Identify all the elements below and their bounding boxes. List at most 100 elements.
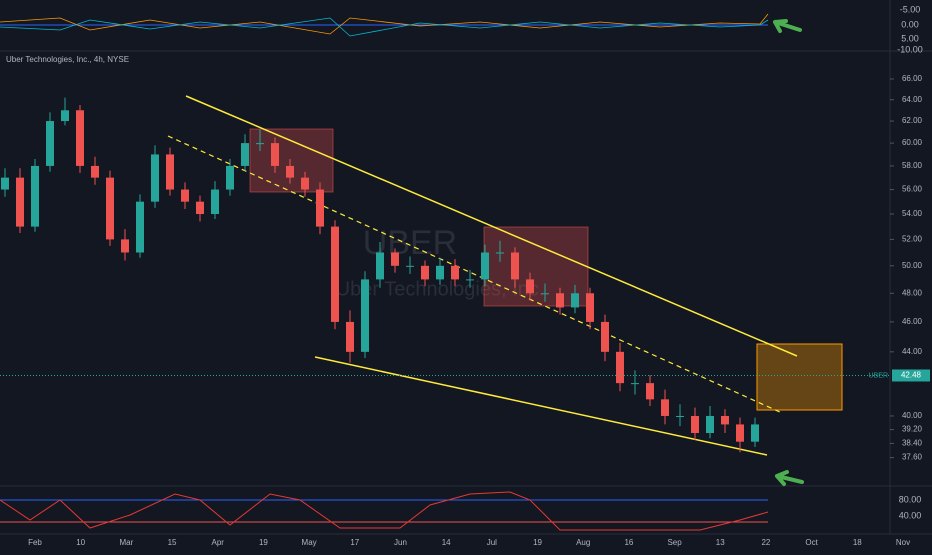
candle-body (466, 279, 474, 281)
time-axis-label: 13 (716, 538, 725, 547)
symbol-title: Uber Technologies, Inc., 4h, NYSE (6, 55, 129, 64)
trend-line (185, 95, 798, 357)
candle-body (661, 399, 669, 416)
candle-body (706, 415, 714, 434)
candle-body (226, 165, 234, 190)
candle-body (91, 165, 99, 178)
watermark-subtitle: Uber Technologies, Inc. (336, 278, 545, 300)
price-tick-label: 54.00 (902, 209, 923, 218)
time-axis-label: Jun (394, 538, 407, 547)
candle-body (481, 252, 489, 280)
candle-body (676, 415, 684, 417)
candle-body (721, 415, 729, 425)
price-tick-label: 58.00 (902, 161, 923, 170)
price-tick-label: 62.00 (902, 116, 923, 125)
time-axis-label: 15 (168, 538, 177, 547)
candle-body (526, 279, 534, 294)
candle-body (391, 252, 399, 266)
time-axis-label: 18 (853, 538, 862, 547)
candle-body (181, 189, 189, 202)
candle-body (376, 252, 384, 280)
time-axis-label: Nov (896, 538, 910, 547)
candle-body (211, 189, 219, 215)
price-tick-label: 40.00 (902, 411, 923, 420)
time-axis-label: 16 (624, 538, 633, 547)
price-tick-label: 46.00 (902, 317, 923, 326)
price-tick-label: 38.40 (902, 439, 923, 448)
candle-body (436, 265, 444, 280)
time-axis-label: 19 (259, 538, 268, 547)
time-axis-label: Oct (805, 538, 818, 547)
candle-body (421, 265, 429, 280)
candle-body (121, 239, 129, 253)
candle-body (361, 279, 369, 352)
time-axis-label: Apr (212, 538, 225, 547)
candle-body (631, 383, 639, 385)
price-tick-label: 66.00 (902, 74, 923, 83)
top-panel-tick: -5.00 (900, 4, 921, 14)
time-axis-label: 19 (533, 538, 542, 547)
candle-body (691, 415, 699, 434)
candle-body (256, 143, 264, 145)
candle-body (1, 177, 9, 190)
time-axis-label: 14 (442, 538, 451, 547)
candle-body (286, 165, 294, 178)
candle-body (31, 165, 39, 227)
time-axis-label: Jul (487, 538, 497, 547)
candle-body (316, 189, 324, 227)
oscillator-line (0, 491, 769, 531)
time-axis-label: 10 (76, 538, 85, 547)
price-tick-label: 56.00 (902, 185, 923, 194)
candle-body (346, 321, 354, 352)
time-axis-label: Sep (667, 538, 682, 547)
time-axis-label: 22 (761, 538, 770, 547)
last-price-symbol: UBER (869, 372, 888, 379)
candle-body (601, 321, 609, 352)
time-axis-label: Mar (119, 538, 133, 547)
price-tick-label: 64.00 (902, 95, 923, 104)
candle-body (331, 226, 339, 322)
target-zone (756, 343, 843, 411)
price-tick-label: 39.20 (902, 425, 923, 434)
top-panel-tick: 0.00 (901, 19, 919, 29)
candle-body (541, 293, 549, 295)
candle-body (556, 293, 564, 308)
candle-body (571, 293, 579, 308)
candle-body (106, 177, 114, 240)
trend-line (167, 135, 783, 414)
trend-line (314, 356, 768, 456)
candle-body (616, 351, 624, 384)
last-price-badge (892, 369, 930, 382)
top-panel-tick: 5.00 (901, 33, 919, 43)
candle-body (406, 265, 414, 267)
candle-body (301, 177, 309, 190)
candle-body (196, 201, 204, 215)
price-tick-label: 44.00 (902, 347, 923, 356)
candle-body (136, 201, 144, 253)
candle-body (151, 154, 159, 202)
price-tick-label: 50.00 (902, 261, 923, 270)
arrow-annotation (775, 470, 804, 486)
candle-body (586, 293, 594, 322)
time-axis-label: May (302, 538, 317, 547)
last-price-label: 42.48 (901, 371, 922, 380)
bottom-panel-tick: 40.00 (899, 510, 922, 520)
candle-body (511, 252, 519, 280)
time-axis-label: 17 (350, 538, 359, 547)
candle-body (46, 121, 54, 166)
candle-body (76, 110, 84, 166)
arrow-annotation (773, 19, 802, 33)
candle-body (271, 143, 279, 166)
candle-body (751, 424, 759, 442)
top-panel-tick: -10.00 (897, 44, 923, 54)
candle-body (16, 177, 24, 227)
price-tick-label: 52.00 (902, 235, 923, 244)
candle-body (61, 110, 69, 122)
candle-body (241, 143, 249, 166)
bottom-panel-tick: 80.00 (899, 494, 922, 504)
candle-body (166, 154, 174, 190)
supply-zone (249, 128, 334, 193)
candle-body (451, 265, 459, 280)
